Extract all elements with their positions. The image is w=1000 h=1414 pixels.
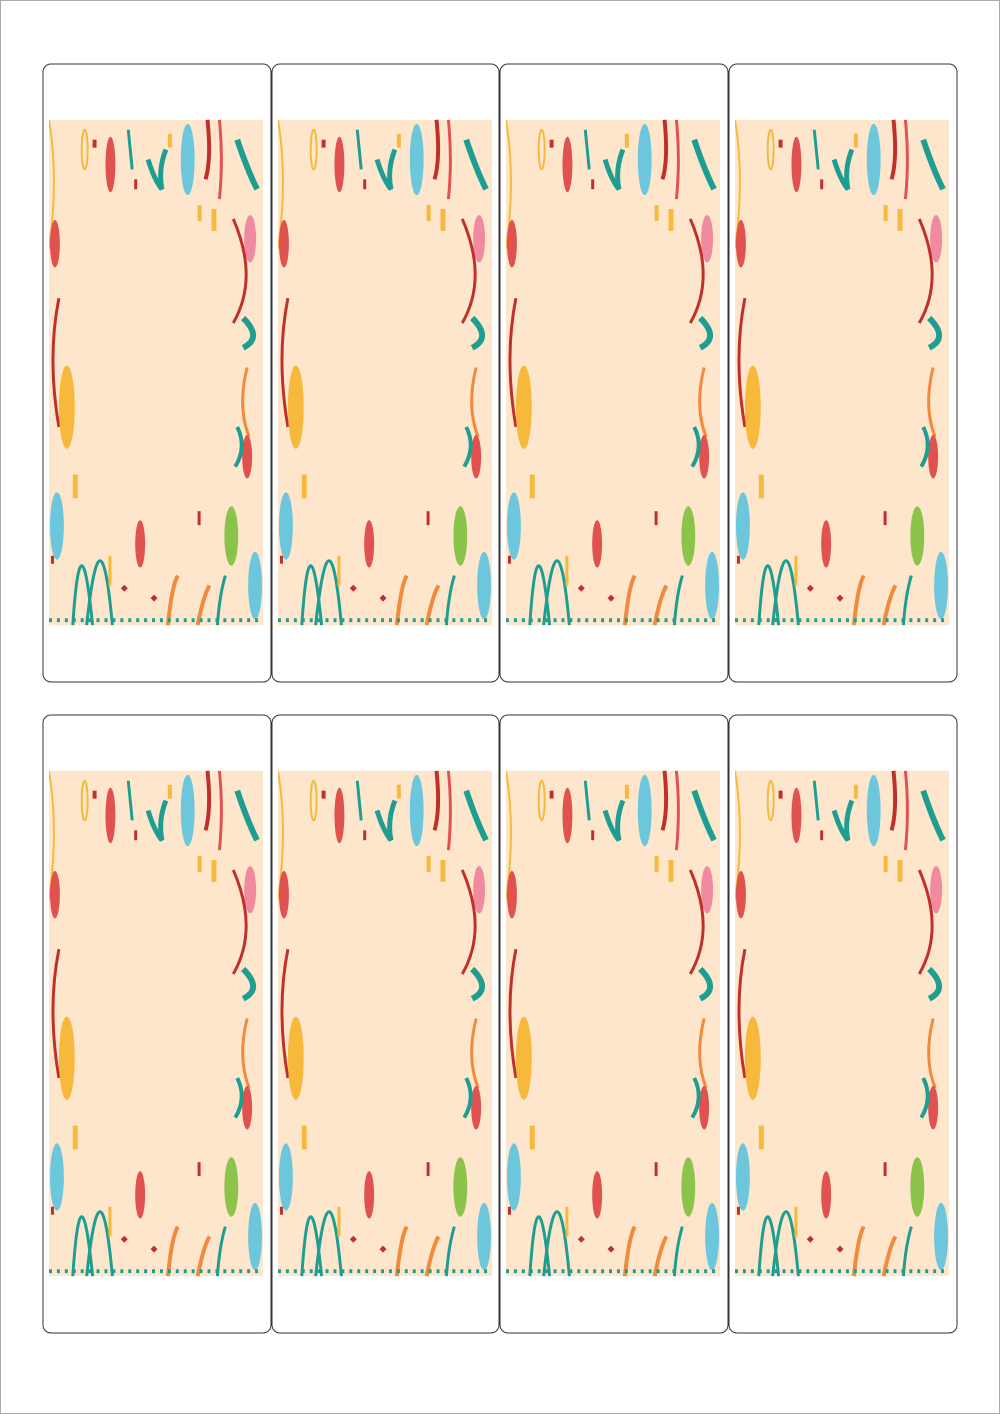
bookmark-art	[278, 771, 492, 1276]
bookmark-art	[735, 771, 949, 1276]
row-1	[42, 63, 958, 683]
bookmark-art	[506, 120, 720, 625]
bookmark-art	[49, 120, 263, 625]
bookmark-art	[49, 771, 263, 1276]
bookmark-art	[735, 120, 949, 625]
bookmark-art	[278, 120, 492, 625]
row-2	[42, 714, 958, 1334]
bookmark-art	[506, 771, 720, 1276]
